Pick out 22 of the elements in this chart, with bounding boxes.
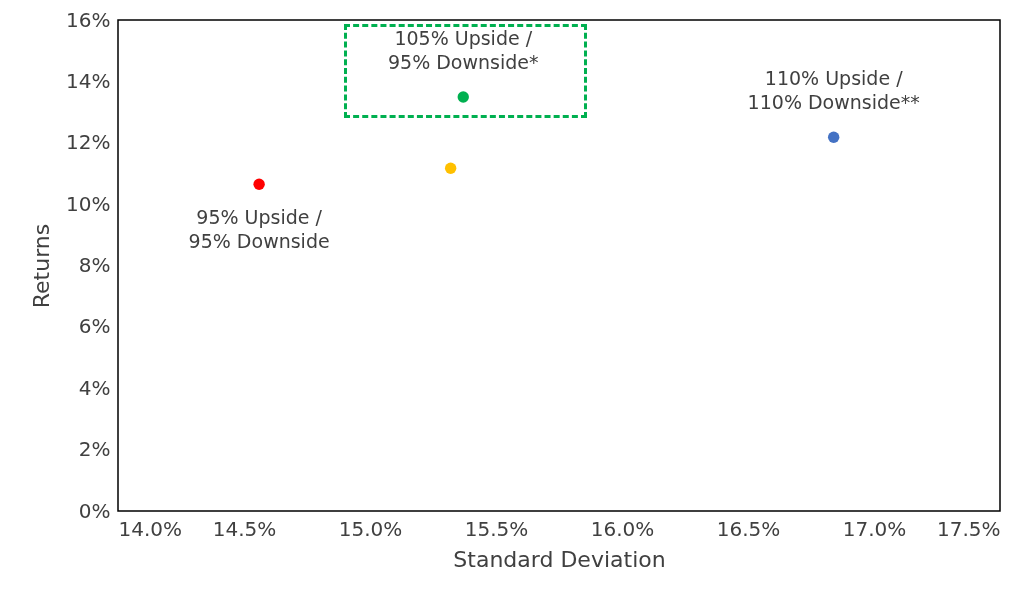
x-tick-label: 15.0% bbox=[338, 516, 403, 541]
x-tick-label: 14.0% bbox=[118, 516, 183, 541]
y-tick-label: 12% bbox=[66, 130, 111, 155]
y-axis-title: Returns bbox=[29, 223, 55, 309]
y-tick-label: 4% bbox=[78, 375, 111, 400]
text: 95% Upside / 95% Downside bbox=[188, 206, 330, 253]
x-tick-label: 16.5% bbox=[716, 516, 781, 541]
x-tick-label: 16.0% bbox=[590, 516, 655, 541]
y-tick-label: 2% bbox=[78, 437, 111, 462]
y-tick-label: 0% bbox=[78, 498, 111, 523]
y-tick-label: 16% bbox=[66, 7, 111, 32]
x-tick-label: 17.0% bbox=[842, 516, 907, 541]
x-axis-title: Standard Deviation bbox=[453, 546, 666, 572]
y-tick-label: 8% bbox=[78, 253, 111, 277]
x-tick-label: 14.5% bbox=[212, 516, 277, 541]
x-tick-label: 15.5% bbox=[464, 516, 529, 541]
text: 105% Upside / 95% Downside* bbox=[387, 27, 539, 74]
text: 110% Upside / 110% Downside** bbox=[747, 67, 920, 114]
x-tick-label: 17.5% bbox=[936, 516, 1001, 541]
y-tick-label: 10% bbox=[66, 191, 111, 216]
y-tick-label: 6% bbox=[78, 314, 111, 339]
y-tick-label: 14% bbox=[66, 68, 111, 93]
